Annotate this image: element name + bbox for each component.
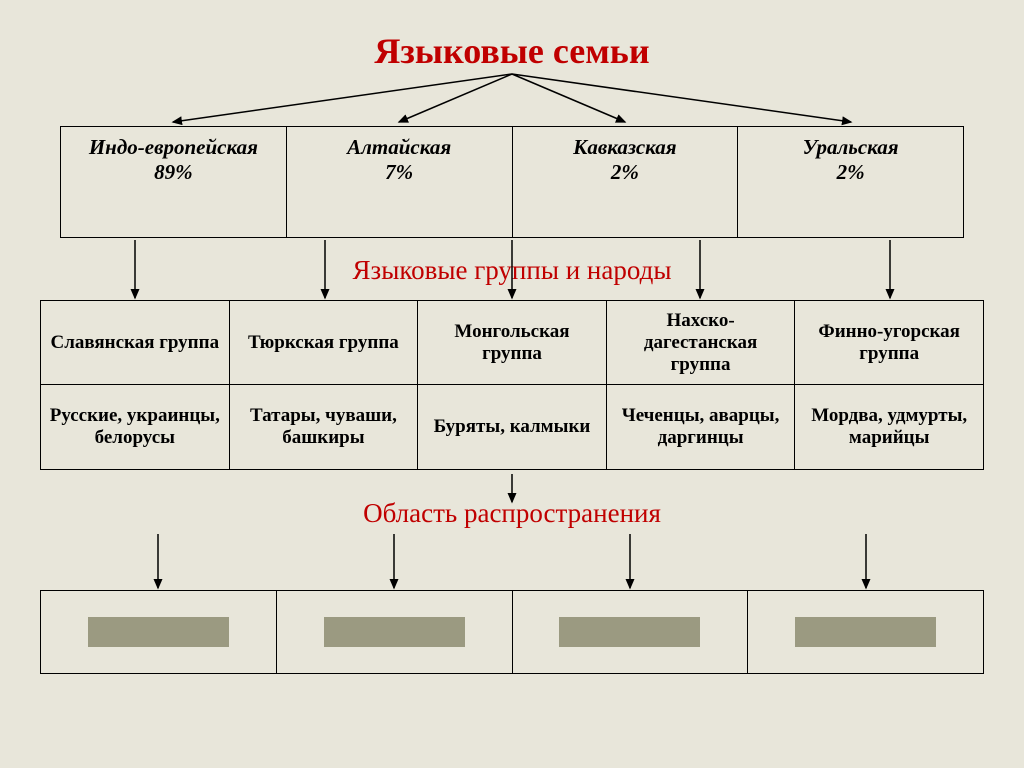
dist-inner [795,617,936,647]
dist-cell [277,591,513,673]
family-pct: 2% [519,160,732,185]
dist-subtitle: Область распространения [0,498,1024,529]
families-row: Индо-европейская 89% Алтайская 7% Кавказ… [60,126,964,238]
groups-header-row: Славянская группа Тюркская группа Монгол… [41,301,983,385]
group-header: Славянская группа [41,301,230,385]
groups-subtitle: Языковые группы и народы [0,255,1024,286]
family-pct: 7% [293,160,506,185]
dist-cell [513,591,749,673]
group-header: Нахско-дагестанская группа [607,301,796,385]
family-cell: Индо-европейская 89% [61,127,287,237]
family-pct: 2% [744,160,957,185]
peoples-cell: Татары, чуваши, башкиры [230,385,419,469]
peoples-cell: Чеченцы, аварцы, даргинцы [607,385,796,469]
peoples-row: Русские, украинцы, белорусы Татары, чува… [41,385,983,469]
family-name: Алтайская [293,135,506,160]
family-name: Кавказская [519,135,732,160]
dist-inner [324,617,465,647]
dist-row [40,590,984,674]
family-name: Индо-европейская [67,135,280,160]
group-header: Финно-угорская группа [795,301,983,385]
dist-cell [41,591,277,673]
peoples-cell: Русские, украинцы, белорусы [41,385,230,469]
dist-cell [748,591,983,673]
family-cell: Кавказская 2% [513,127,739,237]
dist-inner [559,617,700,647]
family-cell: Уральская 2% [738,127,963,237]
family-cell: Алтайская 7% [287,127,513,237]
group-header: Монгольская группа [418,301,607,385]
groups-table: Славянская группа Тюркская группа Монгол… [40,300,984,470]
peoples-cell: Буряты, калмыки [418,385,607,469]
dist-inner [88,617,229,647]
peoples-cell: Мордва, удмурты, марийцы [795,385,983,469]
page-title: Языковые семьи [0,30,1024,72]
family-pct: 89% [67,160,280,185]
family-name: Уральская [744,135,957,160]
group-header: Тюркская группа [230,301,419,385]
